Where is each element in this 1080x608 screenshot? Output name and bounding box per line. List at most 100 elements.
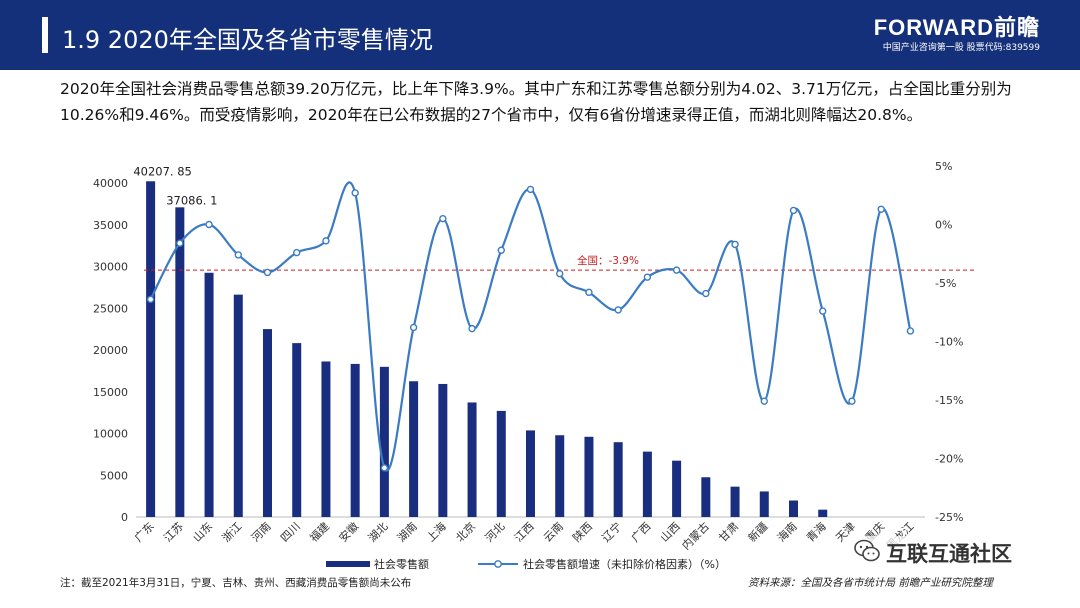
- bar: [555, 435, 565, 517]
- growth-point: [322, 237, 330, 245]
- brand-tagline: 中国产业咨询第一股 股票代码:839599: [882, 43, 1040, 53]
- growth-point: [176, 239, 184, 247]
- y-left-tick-label: 40000: [93, 177, 128, 190]
- y-left-tick-label: 35000: [93, 219, 128, 232]
- data-label: 40207. 85: [133, 164, 192, 178]
- summary-text: 2020年全国社会消费品零售总额39.20万亿元，比上年下降3.9%。其中广东和…: [60, 80, 1012, 124]
- bar: [263, 329, 272, 517]
- x-tick-label: 广东: [132, 520, 157, 545]
- growth-point: [848, 397, 856, 405]
- growth-point: [205, 220, 213, 229]
- x-tick-label: 云南: [541, 520, 566, 545]
- title-accent-bar: [42, 17, 48, 53]
- growth-point: [380, 464, 389, 472]
- bar: [613, 442, 623, 517]
- x-tick-label: 陕西: [570, 519, 595, 544]
- x-tick-label: 甘肃: [716, 520, 741, 545]
- watermark-text: 互联互通社区: [886, 542, 1012, 566]
- wechat-icon: [854, 539, 880, 562]
- y-right-tick-label: -10%: [935, 336, 963, 349]
- bar: [233, 294, 243, 517]
- growth-point: [439, 214, 447, 223]
- growth-point: [585, 288, 593, 297]
- bar: [438, 383, 448, 517]
- bar: [701, 477, 711, 517]
- legend-bar-swatch: [326, 561, 370, 567]
- bar: [759, 491, 769, 517]
- bar: [175, 207, 185, 518]
- x-tick-label: 浙江: [220, 520, 245, 545]
- x-tick-label: 江西: [512, 520, 537, 545]
- bar: [409, 381, 419, 517]
- x-tick-label: 广西: [629, 520, 654, 545]
- growth-line: [149, 181, 912, 472]
- footnote: 注：截至2021年3月31日，宁夏、吉林、贵州、西藏消费品零售额尚未公布: [60, 577, 412, 589]
- growth-point: [263, 268, 272, 277]
- y-right-tick-label: -25%: [935, 511, 963, 524]
- bar: [818, 509, 828, 517]
- y-left-tick-label: 15000: [93, 386, 128, 399]
- bar: [789, 500, 798, 517]
- x-tick-label: 北京: [453, 519, 478, 544]
- y-right-tick-label: -5%: [935, 277, 956, 290]
- x-tick-label: 上海: [423, 519, 448, 544]
- growth-point: [702, 289, 710, 298]
- bar: [642, 451, 652, 517]
- growth-point: [146, 295, 155, 304]
- x-tick-label: 山东: [190, 520, 215, 545]
- bar: [146, 181, 156, 517]
- y-left-tick-label: 5000: [100, 469, 128, 482]
- growth-point: [731, 240, 739, 249]
- y-left-tick-label: 20000: [93, 344, 128, 357]
- x-tick-label: 内蒙古: [679, 519, 712, 552]
- x-tick-label: 江苏: [161, 520, 186, 545]
- y-left-tick-label: 30000: [93, 261, 128, 274]
- growth-point: [468, 324, 476, 333]
- y-left-tick-label: 25000: [93, 302, 128, 315]
- y-right-tick-label: 5%: [935, 160, 952, 173]
- bar: [321, 361, 331, 517]
- brand-name: FORWARD前瞻: [873, 15, 1040, 40]
- y-right-tick-label: 0%: [935, 219, 952, 232]
- x-tick-label: 辽宁: [599, 519, 624, 544]
- x-tick-label: 安徽: [336, 519, 361, 544]
- growth-point: [234, 251, 242, 259]
- bar: [496, 410, 506, 517]
- y-left-tick-label: 0: [121, 511, 128, 524]
- x-tick-label: 湖南: [395, 520, 420, 545]
- x-tick-label: 新疆: [745, 519, 770, 544]
- reference-line-label: 全国：-3.9%: [577, 254, 639, 267]
- legend-line-label: 社会零售额增速（未扣除价格因素）（%）: [523, 557, 726, 571]
- x-tick-label: 河南: [249, 520, 274, 545]
- bar: [379, 366, 389, 517]
- watermark-badge: 互联互通社区: [848, 536, 1048, 566]
- growth-point: [819, 307, 827, 315]
- bar: [526, 430, 535, 517]
- x-tick-label: 福建: [307, 519, 332, 544]
- y-left-tick-label: 10000: [93, 428, 128, 441]
- legend-line-marker: [494, 560, 502, 568]
- legend-bar-label: 社会零售额: [374, 557, 429, 571]
- page-title: 1.9 2020年全国及各省市零售情况: [62, 26, 433, 54]
- y-right-tick-label: -20%: [935, 453, 963, 466]
- bar: [467, 402, 477, 517]
- bar: [730, 486, 740, 517]
- x-tick-label: 海南: [774, 519, 799, 544]
- growth-point: [877, 205, 885, 213]
- growth-point: [789, 206, 798, 215]
- title-bar: 1.9 2020年全国及各省市零售情况 FORWARD前瞻 中国产业咨询第一股 …: [0, 0, 1080, 70]
- bar: [672, 460, 682, 517]
- x-tick-label: 四川: [278, 520, 303, 545]
- growth-point: [409, 323, 418, 332]
- growth-point: [672, 266, 681, 274]
- bar: [204, 272, 214, 517]
- bar: [292, 343, 302, 517]
- source-note: 资料来源：全国及各省市统计局 前瞻产业研究院整理: [748, 577, 993, 589]
- bar: [584, 436, 594, 517]
- growth-point: [614, 306, 622, 314]
- growth-point: [556, 269, 564, 278]
- brand-logo: FORWARD前瞻 中国产业咨询第一股 股票代码:839599: [874, 16, 1040, 54]
- growth-point: [760, 397, 768, 405]
- y-right-tick-label: -15%: [935, 394, 963, 407]
